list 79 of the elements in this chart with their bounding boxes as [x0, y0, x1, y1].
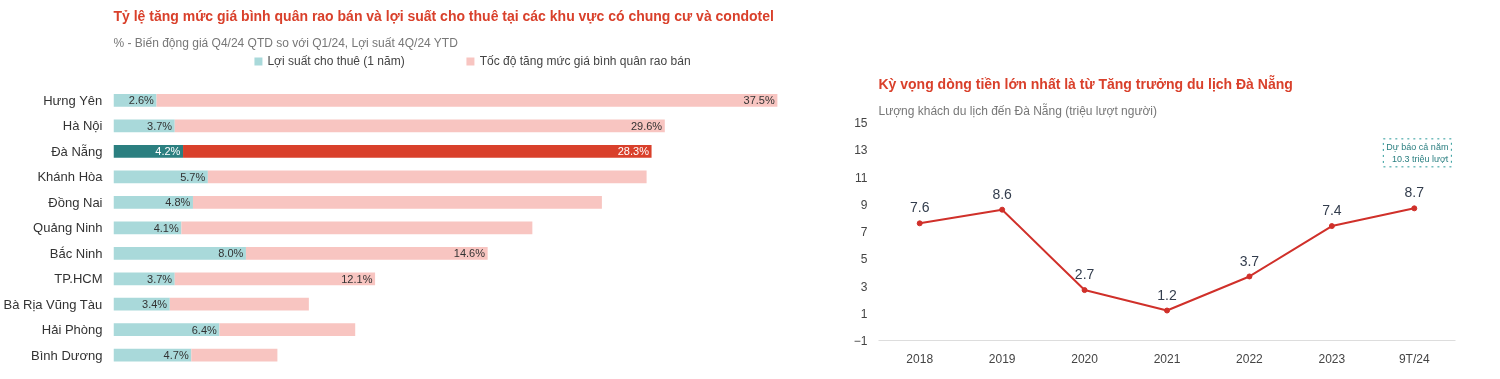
point — [999, 206, 1006, 213]
bar — [113, 323, 220, 337]
data-label: 4.1% — [153, 221, 179, 234]
y-tick-label: Đồng Nai — [48, 194, 103, 210]
data-label: 29.6% — [630, 119, 663, 132]
bar — [181, 221, 533, 235]
data-label: 4.7% — [163, 349, 189, 362]
point — [1411, 205, 1418, 212]
x-tick-label: 2021 — [1153, 351, 1181, 366]
point — [1246, 273, 1253, 280]
data-label: 4.8% — [165, 196, 191, 209]
point — [1081, 287, 1088, 294]
y-tick-label: Quảng Ninh — [33, 220, 103, 236]
x-tick-label: 2023 — [1318, 351, 1346, 366]
y-tick-label: −1 — [853, 334, 868, 348]
data-label: 4.2% — [155, 145, 181, 158]
data-label: 14.6% — [453, 247, 486, 260]
data-label: 7.4 — [1322, 202, 1342, 219]
bar — [174, 119, 665, 133]
point — [1164, 307, 1170, 314]
x-tick-label: 2018 — [906, 351, 934, 366]
bar — [113, 170, 208, 184]
bar — [207, 170, 647, 184]
y-tick-label: Bình Dương — [31, 347, 103, 363]
data-label: 3.7% — [147, 272, 173, 285]
y-tick-label: Hải Phòng — [41, 322, 103, 338]
data-label: 28.3% — [617, 145, 650, 158]
chart-subtitle: Lượng khách du lịch đến Đà Nẵng (triệu lượt người) — [878, 102, 1158, 118]
legend-label: Lợi suất cho thuê (1 năm) — [267, 54, 405, 68]
annotation: Dự báo cả năm 10.3 triệu lượt — [1386, 141, 1449, 164]
x-tick-label: 2022 — [1236, 351, 1264, 366]
data-label: 37.5% — [743, 94, 775, 107]
data-label: 8.7 — [1404, 184, 1425, 201]
chart-title: Kỳ vọng dòng tiền lớn nhất là từ Tăng trưởng du lịch Đà Nẵng — [878, 74, 1293, 92]
data-label: 3.7 — [1239, 252, 1260, 269]
y-tick-label: 5 — [860, 252, 868, 267]
x-tick-label: 2019 — [988, 351, 1016, 366]
bar — [192, 195, 602, 209]
data-label: 3.7% — [147, 119, 173, 132]
y-tick-label: 1 — [860, 306, 868, 321]
bar — [169, 297, 309, 311]
y-tick-label: 15 — [854, 116, 868, 130]
bar — [191, 348, 278, 362]
y-tick-label: Khánh Hòa — [37, 169, 104, 185]
y-tick-label: Đà Nẵng — [51, 143, 103, 159]
bar — [113, 348, 192, 362]
data-label: 2.7 — [1074, 266, 1095, 283]
bar — [156, 94, 778, 107]
data-label: 3.4% — [142, 298, 168, 311]
y-tick-label: 11 — [855, 170, 868, 185]
data-label: 12.1% — [341, 272, 373, 285]
y-tick-label: 9 — [860, 197, 868, 212]
x-tick-label: 2020 — [1071, 351, 1099, 366]
y-tick-label: Bắc Ninh — [49, 245, 103, 261]
bar — [183, 144, 652, 158]
x-tick-label: 9T/24 — [1398, 351, 1430, 366]
chart-subtitle: % - Biến động giá Q4/24 QTD so với Q1/24, Lợi suất 4Q/24 YTD — [113, 35, 459, 50]
point — [1328, 223, 1335, 230]
bar — [113, 246, 246, 260]
y-tick-label: 13 — [854, 143, 868, 158]
data-label: 8.6 — [992, 185, 1013, 202]
data-label: 7.6 — [909, 199, 930, 216]
y-tick-label: 3 — [860, 279, 868, 294]
data-label: 5.7% — [180, 170, 206, 183]
y-tick-label: Bà Rịa Vũng Tàu — [3, 296, 103, 312]
y-tick-label: TP.HCM — [54, 271, 103, 287]
chart-title: Tỷ lệ tăng mức giá bình quân rao bán và lợi suất cho thuê tại các khu vực có chung cư và condotel — [113, 7, 774, 24]
y-tick-label: Hà Nội — [62, 118, 103, 134]
bar — [245, 246, 488, 260]
y-tick-label: 7 — [860, 225, 868, 239]
data-label: 8.0% — [218, 247, 244, 260]
bar — [174, 272, 376, 286]
data-label: 6.4% — [191, 323, 218, 336]
data-label: 2.6% — [128, 94, 155, 107]
legend-label: Tốc độ tăng mức giá bình quân rao bán — [479, 54, 691, 68]
y-tick-label: Hưng Yên — [43, 92, 103, 108]
bar — [219, 323, 356, 337]
point — [916, 220, 923, 227]
data-label: 1.2 — [1157, 286, 1177, 303]
